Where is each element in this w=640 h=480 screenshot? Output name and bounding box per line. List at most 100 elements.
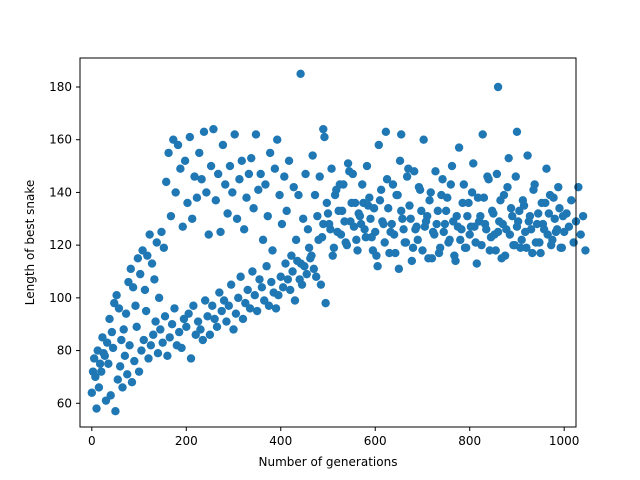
data-point — [297, 280, 307, 289]
data-point — [218, 140, 228, 150]
y-tick-label: 80 — [57, 344, 72, 358]
data-point — [275, 190, 284, 200]
data-point — [313, 211, 322, 221]
x-tick-label: 1000 — [549, 434, 580, 448]
data-point — [397, 130, 406, 139]
data-point — [388, 180, 398, 189]
data-point — [115, 362, 125, 371]
data-point — [167, 320, 177, 329]
data-point — [271, 304, 281, 313]
data-point — [123, 370, 132, 379]
data-point — [402, 172, 412, 181]
y-tick-label: 140 — [49, 185, 72, 199]
data-point — [280, 172, 289, 181]
data-point — [508, 211, 517, 221]
data-point — [93, 346, 102, 355]
data-point — [222, 317, 231, 326]
data-point — [317, 233, 327, 242]
data-point — [118, 383, 127, 392]
data-point — [108, 343, 118, 353]
data-point — [431, 167, 440, 176]
data-point — [384, 204, 393, 213]
data-point — [399, 225, 408, 234]
data-point — [535, 238, 544, 247]
data-point — [372, 251, 381, 260]
data-point — [504, 153, 513, 163]
data-point — [239, 225, 249, 234]
data-point — [450, 251, 459, 260]
data-point — [284, 156, 294, 165]
data-point — [156, 325, 165, 334]
data-point — [94, 383, 104, 392]
data-point — [445, 235, 454, 245]
data-point — [506, 204, 516, 213]
data-point — [319, 124, 328, 134]
data-point — [291, 235, 301, 245]
data-point — [549, 193, 558, 202]
data-point — [310, 190, 320, 200]
data-point — [131, 301, 140, 310]
data-point — [410, 167, 419, 176]
data-point — [321, 298, 330, 308]
data-point — [511, 172, 520, 181]
data-point — [554, 182, 563, 192]
data-point — [578, 211, 588, 221]
data-point — [261, 180, 270, 189]
data-point — [139, 335, 148, 345]
y-tick-label: 180 — [49, 80, 72, 94]
data-point — [289, 182, 298, 192]
data-point — [454, 143, 464, 152]
data-point — [360, 225, 369, 234]
data-point — [287, 251, 296, 260]
data-point — [192, 193, 202, 202]
data-point — [581, 246, 590, 255]
x-tick-label: 600 — [364, 434, 387, 448]
data-point — [367, 233, 376, 242]
data-point — [154, 293, 164, 303]
data-point — [315, 172, 324, 181]
data-point — [530, 180, 539, 189]
data-point — [353, 246, 362, 255]
data-point — [464, 198, 473, 208]
data-point — [196, 325, 205, 334]
x-axis-label: Number of generations — [259, 455, 398, 469]
data-point — [471, 238, 480, 247]
data-point — [162, 177, 171, 187]
data-point — [128, 283, 138, 292]
data-point — [576, 230, 585, 239]
data-point — [350, 198, 360, 208]
data-point — [413, 235, 422, 245]
data-point — [491, 246, 500, 255]
data-point — [235, 175, 244, 184]
data-point — [137, 346, 146, 355]
data-point — [296, 259, 306, 268]
data-point — [127, 377, 137, 387]
data-point — [555, 204, 564, 213]
data-point — [224, 301, 233, 310]
data-point — [182, 322, 191, 332]
data-point — [418, 246, 427, 255]
data-point — [211, 196, 221, 205]
x-tick-label: 200 — [175, 434, 198, 448]
data-point — [286, 285, 295, 295]
data-point — [97, 367, 106, 376]
data-point — [264, 301, 274, 310]
data-point — [393, 190, 402, 200]
data-point — [145, 230, 154, 239]
data-point — [376, 185, 386, 194]
data-point — [209, 124, 218, 134]
data-point — [322, 198, 332, 208]
data-point — [355, 211, 365, 221]
data-point — [306, 254, 315, 263]
data-point — [316, 280, 326, 289]
data-point — [262, 262, 271, 271]
data-point — [189, 301, 198, 310]
data-point — [366, 214, 375, 223]
data-point — [438, 175, 447, 184]
data-point — [421, 217, 431, 226]
data-point — [113, 375, 122, 384]
data-point — [144, 354, 153, 363]
data-point — [324, 219, 334, 229]
data-point — [204, 230, 213, 239]
